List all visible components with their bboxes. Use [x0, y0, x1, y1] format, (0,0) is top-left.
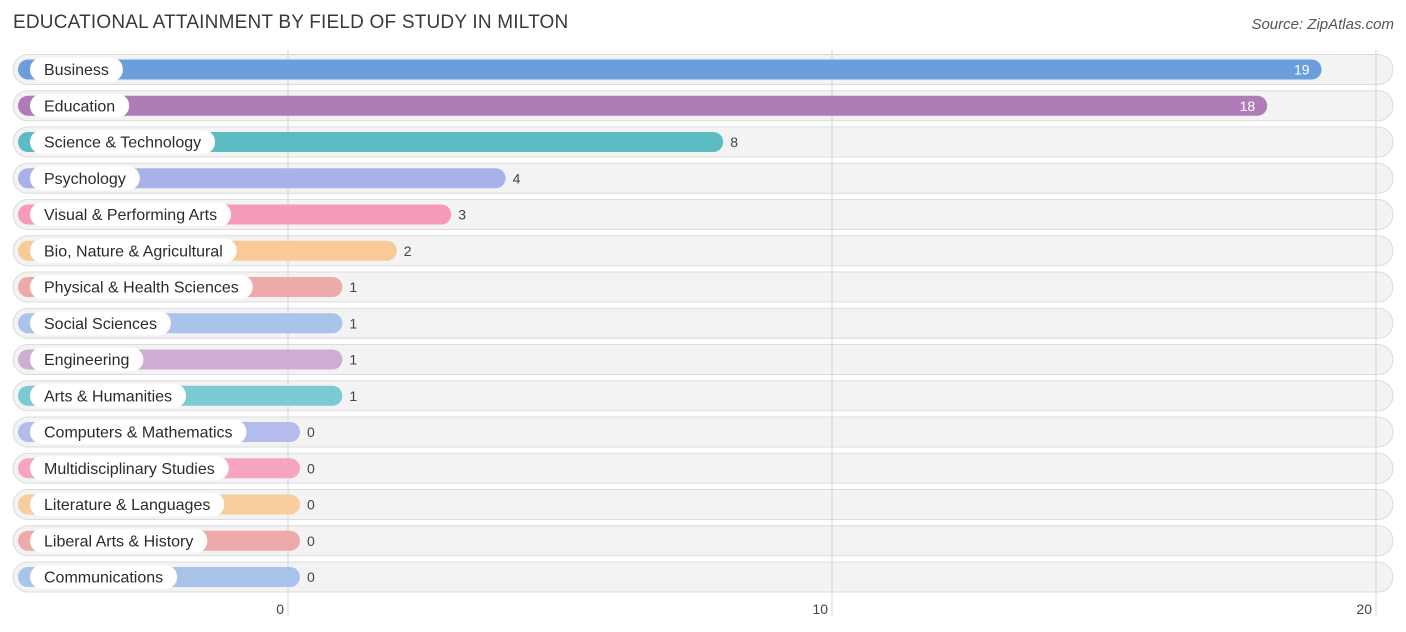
category-label-pill — [30, 130, 216, 154]
bar-group: Literature & Languages 0 — [18, 492, 315, 517]
row-background — [12, 525, 1394, 557]
category-label-pill — [30, 347, 144, 372]
bar-group: Engineering 1 — [18, 347, 357, 372]
category-label-pill — [30, 420, 247, 444]
value-label: 1 — [349, 279, 357, 295]
category-label-pill — [30, 238, 237, 263]
value-label: 1 — [349, 315, 357, 331]
category-label: Social Sciences — [44, 316, 157, 333]
value-label: 4 — [513, 170, 521, 186]
value-label: 18 — [1240, 98, 1256, 114]
value-label: 3 — [458, 207, 466, 223]
source-label: Source: ZipAtlas.com — [1251, 16, 1394, 33]
bar-group: Education 18 — [18, 93, 1268, 118]
value-label: 0 — [307, 569, 315, 585]
category-label-pill — [30, 93, 130, 118]
x-tick-label: 20 — [1356, 601, 1372, 617]
category-label: Computers & Mathematics — [44, 425, 233, 442]
category-label-pill — [30, 275, 253, 299]
bar-group: Business 19 — [18, 57, 1322, 82]
value-label: 1 — [349, 388, 357, 404]
category-label: Multidisciplinary Studies — [44, 461, 215, 478]
value-label: 1 — [349, 352, 357, 368]
chart-x-ticks: 0 10 20 — [276, 601, 1372, 617]
row-background — [12, 271, 1394, 303]
bar-group: Psychology 4 — [18, 166, 521, 191]
row-background — [12, 561, 1394, 593]
value-label: 8 — [730, 134, 738, 150]
category-label-pill — [30, 383, 187, 408]
category-label-pill — [30, 311, 171, 336]
value-label: 19 — [1294, 62, 1310, 78]
bar-group: Multidisciplinary Studies 0 — [18, 456, 315, 481]
bar-group: Computers & Mathematics 0 — [18, 420, 315, 444]
bar-group: Science & Technology 8 — [18, 130, 738, 154]
bar-group: Visual & Performing Arts 3 — [18, 202, 466, 227]
category-label: Literature & Languages — [44, 497, 210, 514]
row-background — [12, 452, 1394, 484]
value-label: 2 — [404, 243, 412, 259]
category-label-pill — [30, 456, 229, 481]
row-background — [12, 380, 1394, 412]
bar-group: Social Sciences 1 — [18, 311, 357, 336]
category-label-pill — [30, 565, 178, 589]
x-tick-label: 0 — [276, 601, 284, 617]
bar-group: Arts & Humanities 1 — [18, 383, 357, 408]
category-label: Visual & Performing Arts — [44, 207, 217, 224]
category-label: Education — [44, 98, 115, 115]
row-background — [12, 307, 1394, 339]
category-label: Bio, Nature & Agricultural — [44, 243, 223, 260]
bar-group: Physical & Health Sciences 1 — [18, 275, 357, 299]
category-label-pill — [30, 166, 140, 191]
category-label: Liberal Arts & History — [44, 533, 193, 550]
category-label: Psychology — [44, 171, 126, 188]
category-label: Communications — [44, 570, 163, 587]
category-label-pill — [30, 492, 225, 517]
category-label-pill — [30, 57, 123, 82]
category-label: Science & Technology — [44, 135, 201, 152]
category-label-pill — [30, 528, 208, 553]
value-label: 0 — [307, 424, 315, 440]
category-label: Engineering — [44, 352, 129, 369]
category-label-pill — [30, 202, 232, 227]
bar — [18, 95, 1268, 116]
row-background — [12, 416, 1394, 448]
bar-group: Communications 0 — [18, 565, 315, 589]
bar-group: Liberal Arts & History 0 — [18, 528, 315, 553]
bar — [18, 59, 1322, 80]
value-label: 0 — [307, 497, 315, 513]
value-label: 0 — [307, 460, 315, 476]
x-tick-label: 10 — [812, 601, 828, 617]
category-label: Business — [44, 62, 109, 79]
row-background — [12, 489, 1394, 520]
chart-title: EDUCATIONAL ATTAINMENT BY FIELD OF STUDY… — [13, 12, 569, 33]
bar-group: Bio, Nature & Agricultural 2 — [18, 238, 412, 263]
category-label: Physical & Health Sciences — [44, 280, 239, 297]
bar — [18, 168, 506, 189]
row-background — [12, 344, 1394, 375]
category-label: Arts & Humanities — [44, 388, 172, 405]
value-label: 0 — [307, 533, 315, 549]
